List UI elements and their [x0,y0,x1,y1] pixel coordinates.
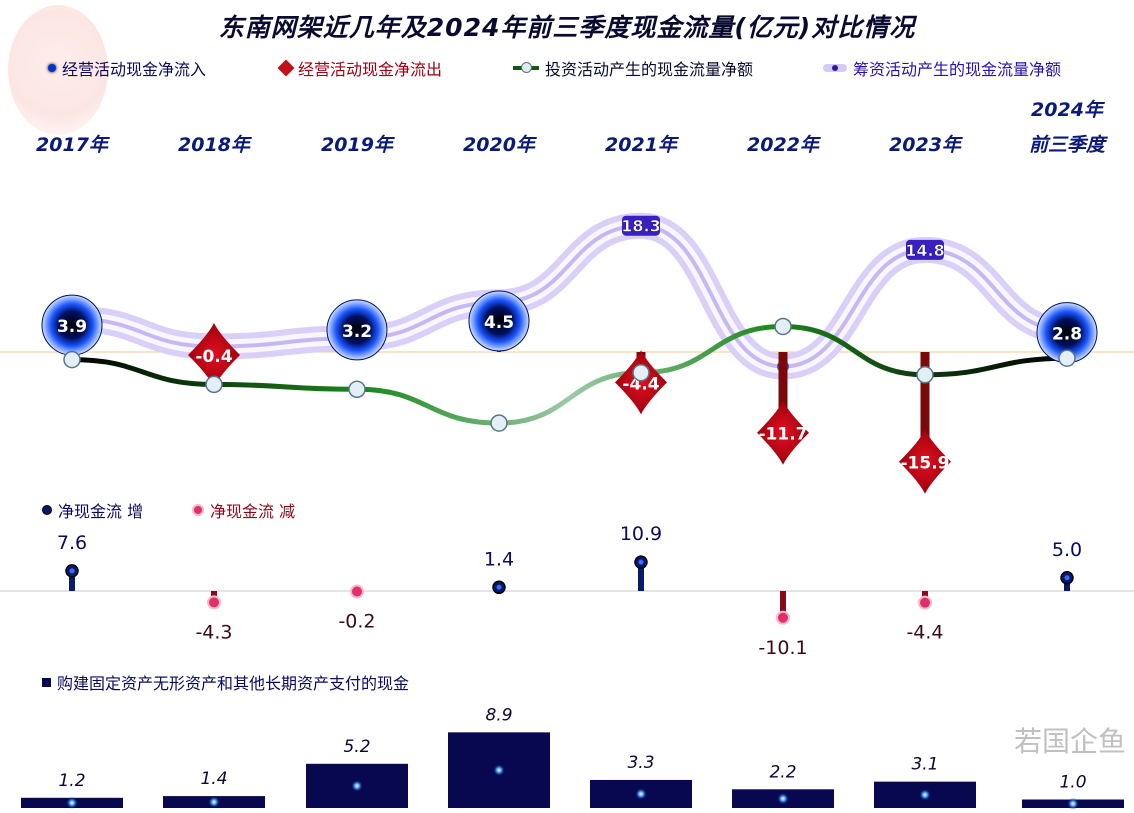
capex-data-label: 8.9 [485,705,512,725]
capex-bar-glow [208,796,220,809]
navy-square-icon [42,677,51,687]
investing-point [632,363,650,382]
operating-outflow-marker [188,323,240,387]
investing-point [205,375,223,394]
operating-data-label: -4.4 [622,374,659,394]
net-increase-point-core [1064,575,1070,581]
investing-point [774,317,792,336]
legend-label: 购建固定资产无形资产和其他长期资产支付的现金 [57,674,410,693]
operating-data-label: -0.4 [195,347,232,367]
x-tick-label: 2023年 [889,134,961,156]
legend-label: 净现金流 增 [58,502,144,521]
investing-point [348,380,366,399]
net-increase-stem [69,570,75,591]
net-data-label: 10.9 [620,523,662,545]
net-data-label: -0.2 [338,611,375,633]
watermark: 若国企鱼 [1013,725,1126,758]
legend-item-financing: 筹资活动产生的现金流量净额 [823,56,1061,80]
legend-item-investing: 投资活动产生的现金流量净额 [513,56,753,80]
investing-point [1058,349,1076,367]
legend-capex: 购建固定资产无形资产和其他长期资产支付的现金 [42,670,409,694]
net-increase-point-core [638,559,644,565]
chart-title: 东南网架近几年及2024年前三季度现金流量(亿元)对比情况 [218,13,916,42]
financing-data-label: 14.8 [905,241,944,260]
net-increase-stem [638,562,644,591]
blue-dot-icon [48,64,56,72]
investing-line [71,323,1068,426]
operating-outflow-marker [615,350,667,415]
capex-bar-glow [919,788,931,801]
net-data-label: 5.0 [1052,539,1082,561]
legend-net-increase: 净现金流 增 [42,498,143,522]
legend-net-decrease: 净现金流 减 [192,498,295,522]
purple-line-icon [823,64,847,72]
net-increase-point-core [69,568,75,574]
operating-data-label: -15.9 [901,454,950,474]
capex-data-label: 3.1 [911,755,938,775]
investing-point [490,414,508,432]
net-data-label: -10.1 [758,637,807,659]
financing-data-label: 18.3 [621,217,660,236]
financing-label-bg [622,215,660,236]
capex-bar-glow [66,796,78,809]
net-decrease-point [350,584,364,599]
x-tick-label: 2020年 [463,134,535,156]
operating-outflow-marker [757,400,809,465]
net-data-label: 7.6 [57,532,87,554]
green-line-icon [513,62,539,73]
operating-inflow-marker [326,299,388,361]
legend-item-outflow: 经营活动现金净流出 [277,56,443,80]
net-decrease-stem [780,591,786,618]
legend-label: 投资活动产生的现金流量净额 [545,60,754,79]
investing-point [916,366,934,384]
financing-line [71,223,1068,369]
capex-bar-glow [1067,797,1079,810]
net-decrease-point [207,595,221,610]
financing-label-bg [906,239,944,260]
x-tick-label: 2024年 [1031,99,1103,121]
operating-data-label: 3.9 [57,317,87,337]
capex-bar-glow [493,764,505,777]
x-tick-label: 前三季度 [1028,134,1105,156]
net-decrease-point [776,610,790,625]
capex-data-label: 5.2 [343,737,370,757]
legend-label: 筹资活动产生的现金流量净额 [853,60,1062,79]
legend-label: 经营活动现金净流入 [62,60,207,79]
logo [8,5,108,135]
legend-item-inflow: 经营活动现金净流入 [48,56,206,80]
net-decrease-point [918,595,932,610]
capex-data-label: 1.0 [1059,773,1086,793]
capex-bar-glow [777,792,789,805]
legend-label: 净现金流 减 [210,502,296,521]
operating-inflow-marker [468,290,530,352]
capex-data-label: 2.2 [769,762,796,782]
net-increase-point-core [496,584,502,590]
net-data-label: -4.3 [195,621,232,643]
capex-bar-glow [351,779,363,792]
capex-bar-glow [635,787,647,800]
operating-data-label: 2.8 [1052,325,1082,345]
capex-data-label: 1.4 [200,769,227,789]
x-tick-label: 2021年 [605,134,677,156]
operating-outflow-marker [899,429,951,494]
x-tick-label: 2018年 [178,134,250,156]
investing-point [63,350,81,369]
capex-data-label: 1.2 [58,771,85,791]
net-data-label: 1.4 [484,548,514,570]
capex-data-label: 3.3 [627,753,654,773]
x-tick-label: 2017年 [36,134,108,156]
navy-dot-icon [42,505,52,515]
pink-dot-icon [192,504,204,516]
operating-data-label: -11.7 [759,425,808,445]
legend-label: 经营活动现金净流出 [298,60,443,79]
x-tick-label: 2022年 [747,134,819,156]
net-data-label: -4.4 [906,622,943,644]
x-tick-label: 2019年 [321,134,393,156]
operating-data-label: 3.2 [342,322,372,342]
operating-data-label: 4.5 [484,313,514,333]
